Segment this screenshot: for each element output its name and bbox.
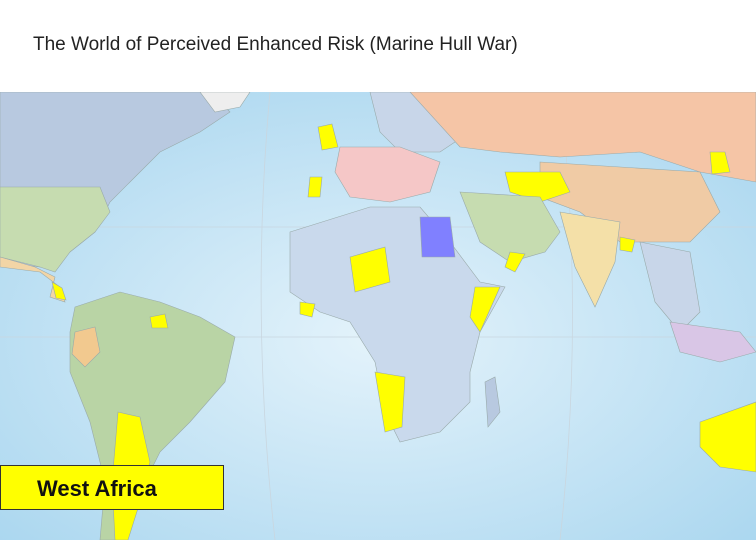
- west-africa-risk: [299, 301, 316, 318]
- middle-east: [459, 191, 561, 263]
- indonesia: [669, 321, 756, 363]
- india: [559, 211, 621, 308]
- somalia-risk: [469, 286, 501, 333]
- iberia-risk: [307, 176, 323, 198]
- greenland: [199, 92, 251, 113]
- central-america-risk: [51, 281, 67, 301]
- region-label: West Africa: [0, 465, 224, 510]
- australia-risk: [699, 401, 756, 473]
- slide-title: The World of Perceived Enhanced Risk (Ma…: [33, 34, 518, 55]
- central-asia-risk: [504, 171, 571, 203]
- namibia-risk: [374, 371, 406, 433]
- madagascar: [484, 376, 501, 428]
- mexico: [0, 256, 66, 303]
- russia: [409, 92, 756, 183]
- yemen-risk: [504, 251, 526, 273]
- southeast-asia: [639, 241, 701, 333]
- korea-risk: [709, 151, 731, 175]
- uk-risk: [317, 123, 339, 151]
- peru: [71, 326, 101, 368]
- usa: [0, 186, 111, 273]
- egypt-risk: [419, 216, 456, 258]
- guiana-risk: [149, 313, 169, 329]
- central-europe: [334, 146, 441, 203]
- bangladesh-risk: [619, 236, 636, 253]
- niger-risk: [349, 246, 391, 293]
